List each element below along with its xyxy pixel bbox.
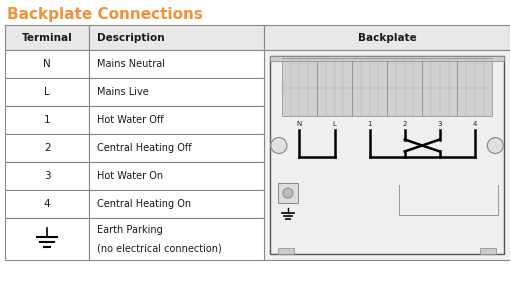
Text: 1: 1 <box>44 115 51 125</box>
Text: Backplate: Backplate <box>358 32 416 42</box>
Circle shape <box>487 138 503 154</box>
Text: 3: 3 <box>44 171 51 181</box>
Bar <box>5 134 89 162</box>
Text: 4: 4 <box>44 199 51 209</box>
Text: Hot Water On: Hot Water On <box>98 171 164 181</box>
Text: 2: 2 <box>44 143 51 153</box>
Bar <box>89 134 264 162</box>
Bar <box>89 106 264 134</box>
Bar <box>317 60 352 116</box>
Bar <box>352 60 387 116</box>
Bar <box>89 162 264 190</box>
Bar <box>5 218 89 260</box>
Text: Central Heating Off: Central Heating Off <box>98 143 192 153</box>
Text: Description: Description <box>98 32 165 42</box>
Bar <box>89 190 264 218</box>
Bar <box>5 106 89 134</box>
Bar <box>480 249 496 255</box>
Text: Mains Neutral: Mains Neutral <box>98 59 166 69</box>
Text: 1: 1 <box>367 121 372 127</box>
Bar <box>89 218 264 260</box>
Bar <box>5 78 89 106</box>
Text: Earth Parking: Earth Parking <box>98 225 163 235</box>
Bar <box>5 50 89 78</box>
Bar <box>5 162 89 190</box>
Circle shape <box>271 138 287 154</box>
Bar <box>282 60 317 116</box>
Bar <box>89 25 264 50</box>
Circle shape <box>283 188 293 198</box>
Bar <box>270 56 504 255</box>
Text: L: L <box>333 121 336 127</box>
Text: (no electrical connection): (no electrical connection) <box>98 243 222 253</box>
Bar <box>5 25 89 50</box>
Bar <box>278 249 294 255</box>
Bar <box>264 50 510 260</box>
Bar <box>264 25 510 50</box>
Bar <box>278 183 298 203</box>
Bar <box>89 78 264 106</box>
Text: 2: 2 <box>403 121 407 127</box>
Text: Central Heating On: Central Heating On <box>98 199 192 209</box>
Text: N: N <box>297 121 302 127</box>
Text: Hot Water Off: Hot Water Off <box>98 115 164 125</box>
Text: Terminal: Terminal <box>21 32 73 42</box>
Bar <box>89 50 264 78</box>
Bar <box>387 60 422 116</box>
Text: 4: 4 <box>473 121 477 127</box>
Bar <box>457 60 493 116</box>
Text: Mains Live: Mains Live <box>98 87 149 97</box>
Text: L: L <box>44 87 50 97</box>
Text: Backplate Connections: Backplate Connections <box>7 7 202 22</box>
Text: 3: 3 <box>437 121 442 127</box>
Bar <box>5 190 89 218</box>
Bar <box>270 56 504 61</box>
Text: N: N <box>43 59 51 69</box>
Bar <box>422 60 457 116</box>
